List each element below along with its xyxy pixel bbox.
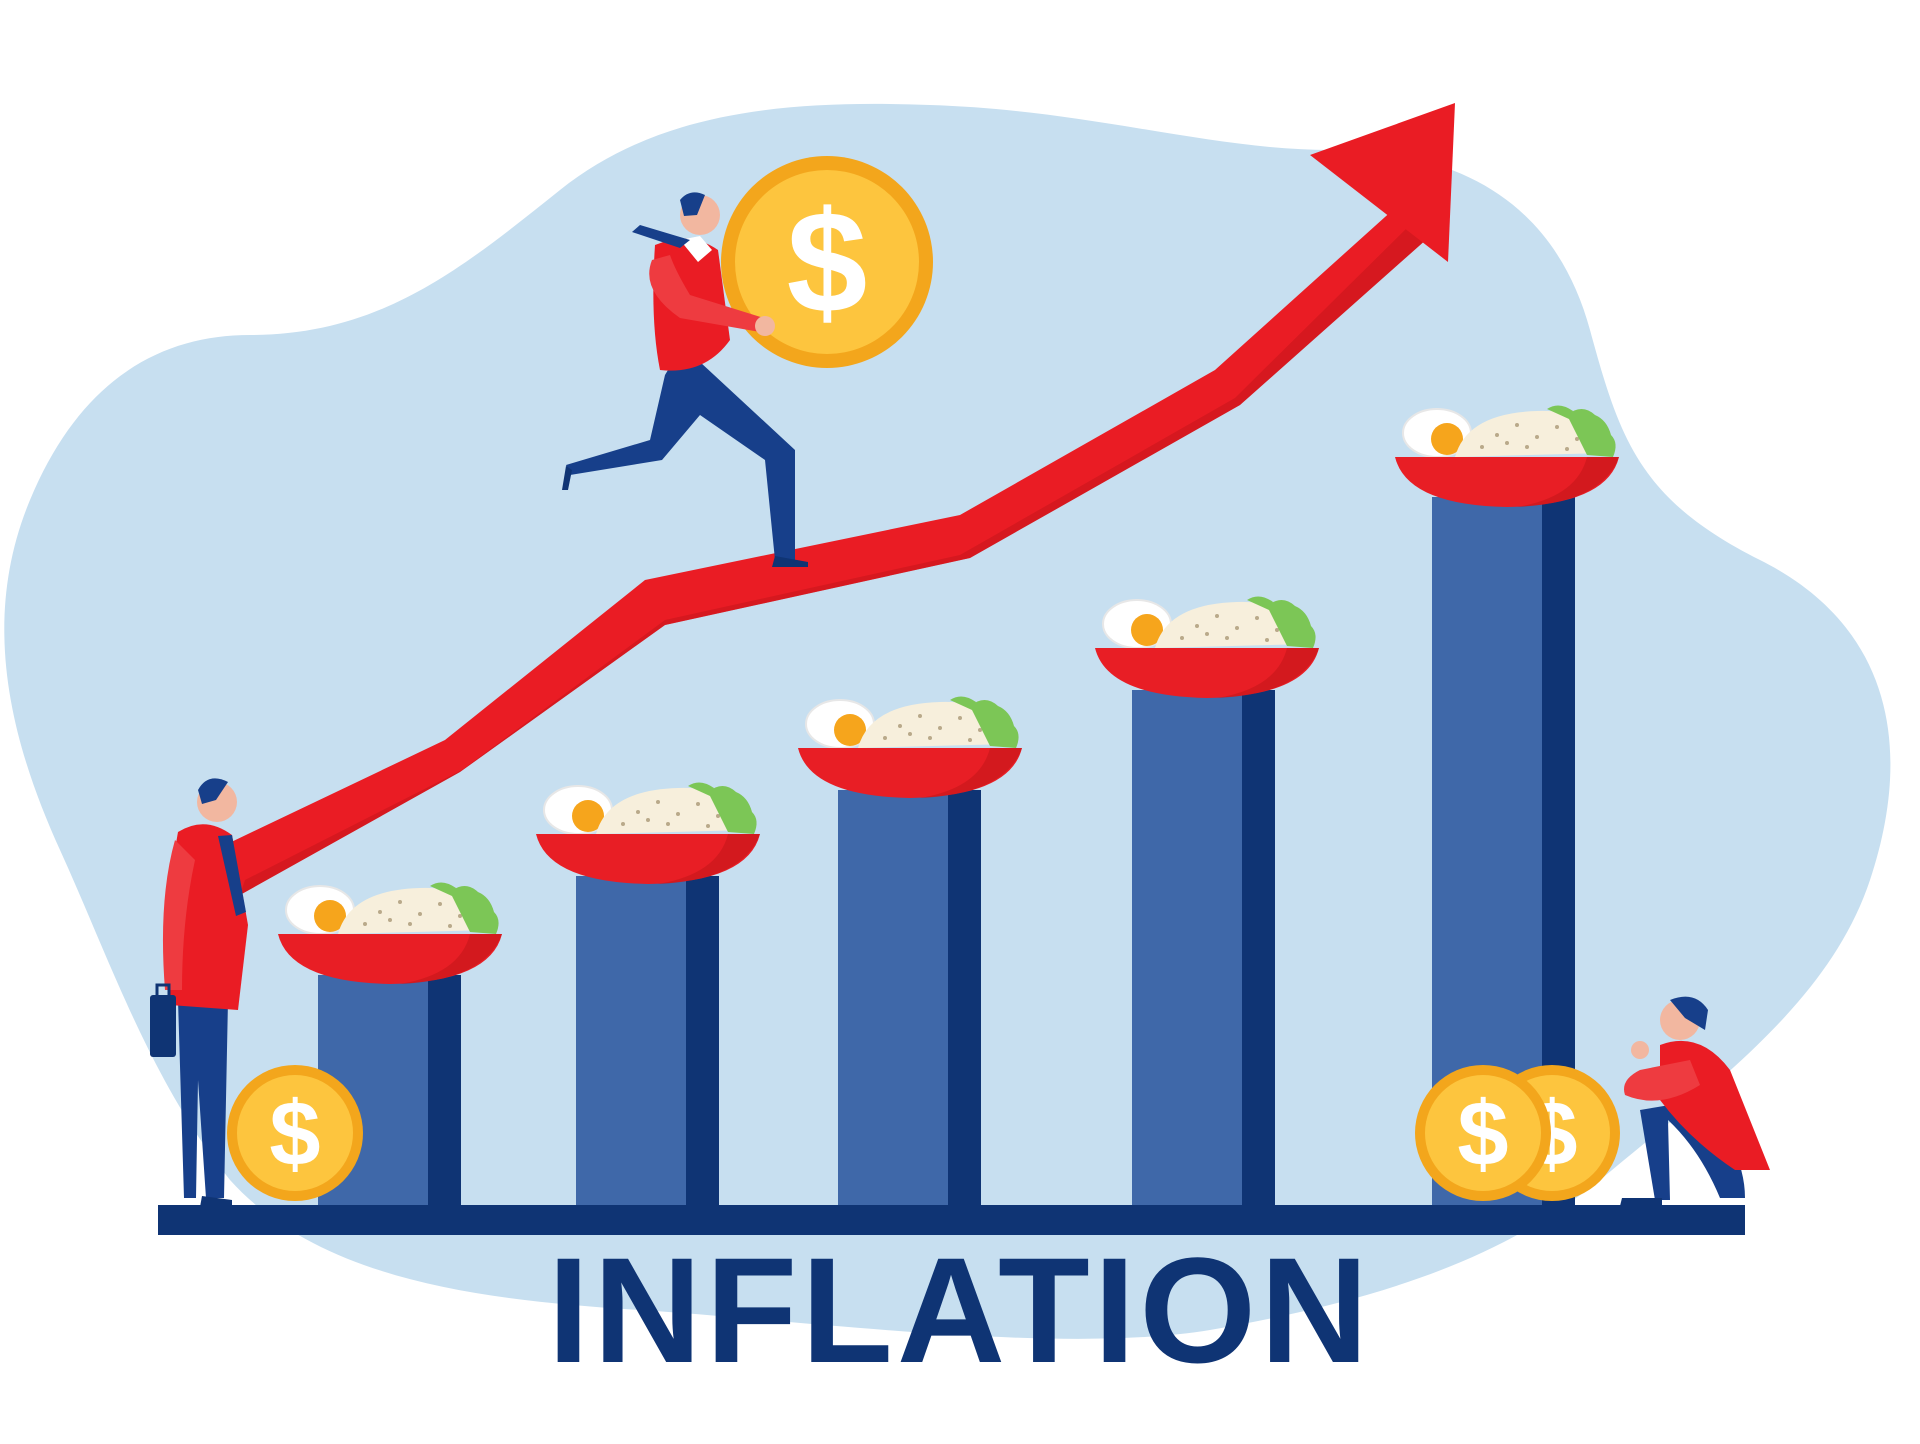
- baseline: [158, 1205, 1745, 1235]
- trend-arrow-icon: [225, 103, 1455, 895]
- svg-text:$: $: [269, 1083, 320, 1185]
- bar: [1132, 690, 1275, 1205]
- person-sitting-figure: [1620, 996, 1770, 1206]
- svg-text:$: $: [1457, 1083, 1508, 1185]
- dollar-coin-icon: $: [1415, 1065, 1551, 1201]
- page-title: INFLATION: [548, 1226, 1373, 1394]
- businessman-running-figure: [562, 192, 808, 567]
- bar: [838, 790, 981, 1205]
- bar: [576, 876, 719, 1205]
- briefcase-icon: [150, 983, 176, 1057]
- dollar-coin-icon: $: [227, 1065, 363, 1201]
- svg-text:$: $: [787, 181, 868, 343]
- dollar-coin-icon: $: [721, 156, 933, 368]
- businessman-standing-figure: [150, 778, 248, 1207]
